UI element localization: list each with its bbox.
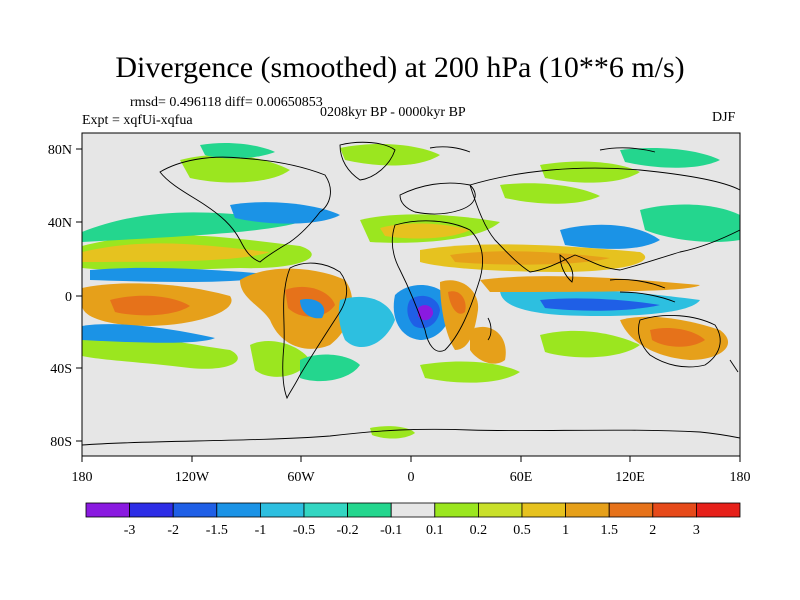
colorbar-label: 0.2 [470, 523, 488, 538]
lon-label-120w: 120W [175, 470, 210, 485]
divergence-cell-negative [418, 305, 434, 321]
colorbar-label: -3 [124, 523, 136, 538]
divergence-band-positive [82, 243, 270, 262]
divergence-band-negative [90, 267, 280, 283]
colorbar-swatch [347, 502, 392, 518]
colorbar-swatch [172, 502, 218, 518]
colorbar-label: -0.1 [380, 523, 402, 538]
stats-line: rmsd= 0.496118 diff= 0.00650853 [130, 95, 323, 110]
divergence-cell-negative [560, 224, 660, 249]
divergence-cell-positive [448, 291, 466, 314]
colorbar-swatch [390, 502, 436, 518]
divergence-cell-positive [420, 361, 520, 383]
colorbar-swatch [129, 502, 174, 518]
divergence-cell-negative [620, 148, 720, 168]
divergence-cell-negative [300, 299, 325, 319]
divergence-cell-positive [470, 326, 506, 364]
divergence-cell-positive [82, 336, 238, 369]
lon-label-60w: 60W [287, 470, 315, 485]
colorbar-swatch [565, 502, 610, 518]
season-label: DJF [712, 110, 736, 125]
map-area [82, 133, 740, 456]
divergence-cell-positive [380, 223, 470, 239]
colorbar-swatch [608, 502, 654, 518]
divergence-cell-positive [370, 426, 415, 439]
colorbar-label: 2 [649, 523, 656, 538]
divergence-band-negative [540, 298, 660, 311]
divergence-cell-positive [540, 161, 640, 183]
colorbar-label: 3 [693, 523, 700, 538]
colorbar-label: -2 [167, 523, 179, 538]
colorbar-swatch [696, 502, 741, 518]
colorbar-label: 1 [562, 523, 569, 538]
divergence-cell-negative [82, 324, 215, 343]
divergence-cell-negative [300, 354, 360, 382]
divergence-cell-positive [180, 154, 290, 183]
divergence-band-positive [450, 251, 610, 265]
divergence-cell-negative [338, 296, 395, 348]
colorbar-swatch [259, 502, 305, 518]
divergence-cell-positive [340, 144, 440, 166]
divergence-cell-negative [640, 204, 740, 242]
chart-title: Divergence (smoothed) at 200 hPa (10**6 … [115, 51, 685, 84]
colorbar-label: -0.5 [293, 523, 315, 538]
lat-axis: 80N 40N 0 40S 80S [48, 143, 82, 450]
coastlines [82, 141, 740, 446]
lat-label-0: 0 [65, 290, 72, 305]
colorbar-swatch [521, 502, 566, 518]
divergence-cell-positive [500, 183, 600, 204]
divergence-field [82, 142, 740, 439]
colorbar-label: 0.1 [426, 523, 444, 538]
experiment-line: Expt = xqfUi-xqfua [82, 113, 193, 128]
lon-axis: 180 120W 60W 0 60E 120E 180 [72, 456, 751, 485]
colorbar-label: -0.2 [337, 523, 359, 538]
divergence-cell-positive [650, 328, 705, 347]
colorbar: -3 -2 -1.5 -1 -0.5 -0.2 -0.1 0.1 0.2 0.5 1 1.5 2 3 [85, 502, 741, 538]
colorbar-swatch [216, 502, 261, 518]
divergence-cell-positive [250, 340, 310, 377]
lat-label-80s: 80S [50, 435, 72, 450]
colorbar-swatch [477, 502, 523, 518]
lon-label-0: 0 [408, 470, 415, 485]
colorbar-label: -1.5 [206, 523, 228, 538]
divergence-cell-negative [230, 202, 340, 224]
colorbar-swatch [434, 502, 479, 518]
lat-label-40n: 40N [48, 216, 72, 231]
lat-label-80n: 80N [48, 143, 72, 158]
lat-label-40s: 40S [50, 362, 72, 377]
divergence-cell-negative [200, 142, 275, 159]
colorbar-swatch [652, 502, 697, 518]
lon-label-120e: 120E [615, 470, 645, 485]
colorbar-label: 1.5 [600, 523, 618, 538]
lon-label-180w: 180 [72, 470, 93, 485]
divergence-band-positive [480, 276, 700, 292]
divergence-cell-positive [540, 330, 640, 358]
colorbar-swatch [303, 502, 348, 518]
colorbar-label: 0.5 [513, 523, 531, 538]
colorbar-swatch [85, 502, 130, 518]
colorbar-label: -1 [255, 523, 267, 538]
lon-label-60e: 60E [510, 470, 533, 485]
divergence-cell-positive [110, 295, 190, 316]
period-line: 0208kyr BP - 0000kyr BP [320, 105, 466, 120]
lon-label-180e: 180 [730, 470, 751, 485]
